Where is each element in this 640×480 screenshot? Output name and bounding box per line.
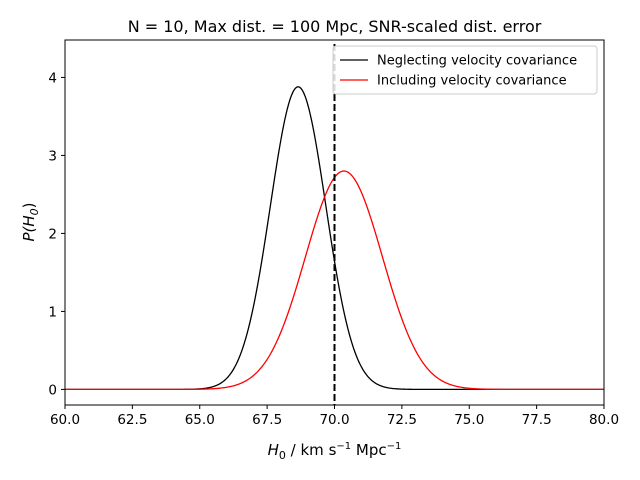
y-axis: 0 1 2 3 4: [48, 70, 65, 398]
x-tick-label: 62.5: [117, 412, 147, 428]
x-tick-label: 60.0: [50, 412, 80, 428]
x-axis: 60.0 62.5 65.0 67.5 70.0 72.5 75.0 77.5 80.0: [50, 405, 619, 428]
legend-label-neglecting: Neglecting velocity covariance: [377, 54, 577, 69]
x-tick-label: 65.0: [185, 412, 215, 428]
y-tick-label: 1: [48, 304, 57, 320]
x-tick-label: 80.0: [589, 412, 619, 428]
y-tick-label: 0: [48, 382, 57, 398]
x-tick-label: 70.0: [319, 412, 349, 428]
x-tick-label: 75.0: [454, 412, 484, 428]
chart-title: N = 10, Max dist. = 100 Mpc, SNR-scaled …: [128, 17, 542, 36]
legend: Neglecting velocity covariance Including…: [332, 45, 598, 95]
x-tick-label: 72.5: [387, 412, 417, 428]
x-tick-label: 67.5: [252, 412, 282, 428]
x-tick-label: 77.5: [522, 412, 552, 428]
y-axis-label: P(H0): [20, 202, 41, 241]
y-tick-label: 4: [48, 70, 57, 86]
plot-area: [65, 44, 604, 405]
legend-label-including: Including velocity covariance: [377, 74, 567, 89]
y-tick-label: 3: [48, 148, 57, 164]
y-tick-label: 2: [48, 226, 57, 242]
legend-box: [332, 45, 598, 95]
x-axis-label: H0 / km s−1 Mpc−1: [268, 441, 402, 462]
